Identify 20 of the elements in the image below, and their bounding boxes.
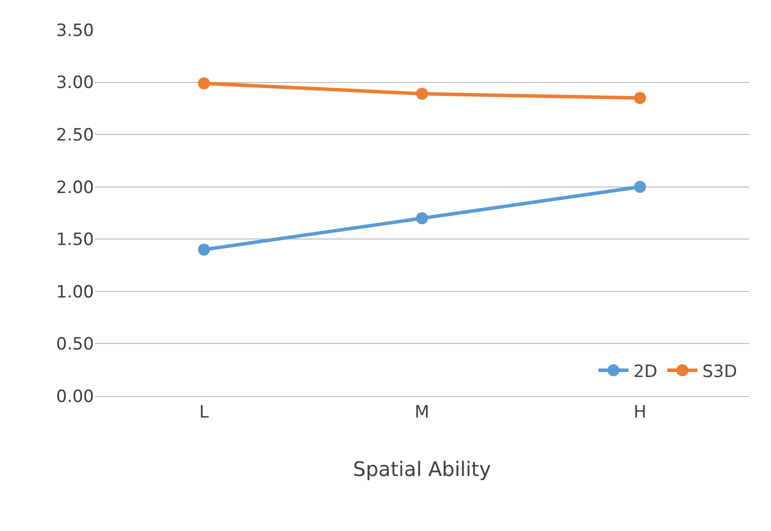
- point: [198, 77, 210, 90]
- y-tick-label: 0.00: [56, 386, 94, 407]
- y-tick-label: 3.50: [56, 20, 94, 41]
- y-tick-label: 1.00: [56, 282, 94, 302]
- y-tick-label: 0.50: [56, 334, 94, 355]
- x-axis-title: Spatial Ability: [353, 456, 492, 481]
- legend-label: S3D: [702, 362, 738, 382]
- point: [634, 92, 646, 104]
- y-tick-label: 2.00: [56, 178, 94, 198]
- x-tick-label: L: [199, 402, 210, 422]
- point: [416, 212, 428, 224]
- point: [416, 88, 428, 100]
- y-tick-label: 1.50: [56, 230, 94, 250]
- y-tick-label: 3.00: [56, 73, 94, 94]
- x-tick-label: H: [634, 402, 646, 422]
- y-tick-label: 2.50: [56, 126, 94, 146]
- legend-label: 2D: [633, 362, 658, 382]
- point: [198, 244, 210, 256]
- x-tick-label: M: [414, 402, 430, 422]
- point: [634, 180, 646, 193]
